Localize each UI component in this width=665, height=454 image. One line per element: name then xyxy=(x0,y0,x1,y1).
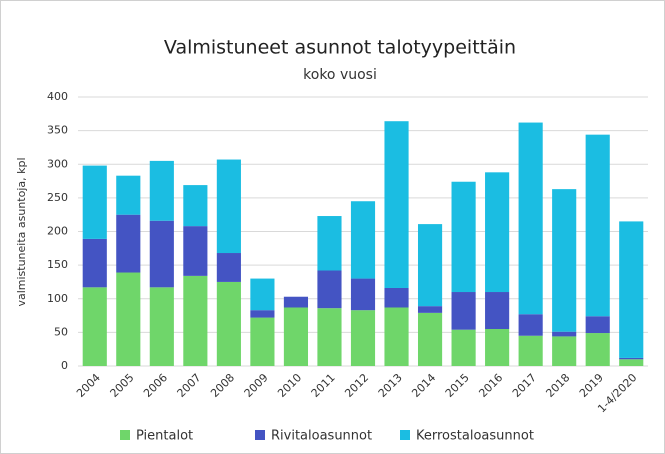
bar-segment xyxy=(82,287,107,366)
bar-segment xyxy=(552,336,577,366)
bar-segment xyxy=(350,201,376,279)
bar-segment xyxy=(619,357,644,360)
bar-segment xyxy=(149,160,174,221)
chart-subtitle: koko vuosi xyxy=(303,67,377,83)
bar-segment xyxy=(350,310,376,366)
bar-segment xyxy=(250,317,275,366)
bar-segment xyxy=(585,134,610,317)
bar-segment xyxy=(283,296,309,308)
legend-swatch xyxy=(255,430,265,440)
bar-segment xyxy=(82,165,107,239)
bar-segment xyxy=(149,287,174,366)
legend-label: Rivitaloasunnot xyxy=(271,429,372,444)
bar-segment xyxy=(183,226,208,276)
bar-segment xyxy=(518,335,543,366)
y-tick-label: 400 xyxy=(47,90,68,103)
bar-segment xyxy=(619,221,644,358)
bar-segment xyxy=(116,214,141,273)
legend-swatch xyxy=(400,430,410,440)
legend-label: Kerrostaloasunnot xyxy=(416,429,534,444)
chart-title: Valmistuneet asunnot talotyypeittäin xyxy=(164,37,516,59)
bar-segment xyxy=(384,287,409,308)
bar-segment xyxy=(216,253,241,282)
y-tick-label: 50 xyxy=(54,325,68,338)
bar-segment xyxy=(317,216,342,271)
bar-segment xyxy=(485,329,510,366)
bar-segment xyxy=(619,359,644,366)
bar-segment xyxy=(417,312,443,366)
bar-segment xyxy=(451,329,476,366)
bar-segment xyxy=(149,220,174,288)
bar-segment xyxy=(350,278,376,311)
bar-segment xyxy=(585,316,610,334)
bar-segment xyxy=(451,181,476,293)
bar-segment xyxy=(183,275,208,366)
y-tick-label: 350 xyxy=(47,124,68,137)
y-tick-label: 100 xyxy=(47,292,68,305)
bar-segment xyxy=(82,238,107,288)
y-tick-label: 0 xyxy=(61,359,68,372)
y-tick-label: 200 xyxy=(47,225,68,238)
bar-segment xyxy=(585,333,610,366)
bar-segment xyxy=(116,272,141,366)
bar-segment xyxy=(317,308,342,366)
bar-segment xyxy=(384,307,409,366)
bar-segment xyxy=(250,310,275,318)
bar-segment xyxy=(485,172,510,293)
bar-segment xyxy=(216,159,241,254)
y-axis-label: valmistuneita asuntoja, kpl xyxy=(15,157,28,306)
bar-segment xyxy=(317,270,342,309)
legend-label: Pientalot xyxy=(136,429,193,444)
bar-segment xyxy=(417,306,443,313)
bar-segment xyxy=(283,307,309,366)
bar-segment xyxy=(518,122,543,315)
bar-segment xyxy=(250,278,275,311)
bar-segment xyxy=(384,121,409,288)
bar-segment xyxy=(417,224,443,307)
bar-segment xyxy=(518,314,543,336)
bar-segment xyxy=(552,189,577,332)
y-tick-label: 250 xyxy=(47,191,68,204)
bar-segment xyxy=(485,292,510,330)
legend-swatch xyxy=(120,430,130,440)
bar-segment xyxy=(451,292,476,330)
y-tick-label: 150 xyxy=(47,258,68,271)
bar-segment xyxy=(183,185,208,227)
bar-segment xyxy=(116,175,141,215)
bar-segment xyxy=(216,281,241,366)
bar-segment xyxy=(552,331,577,337)
y-tick-label: 300 xyxy=(47,157,68,170)
